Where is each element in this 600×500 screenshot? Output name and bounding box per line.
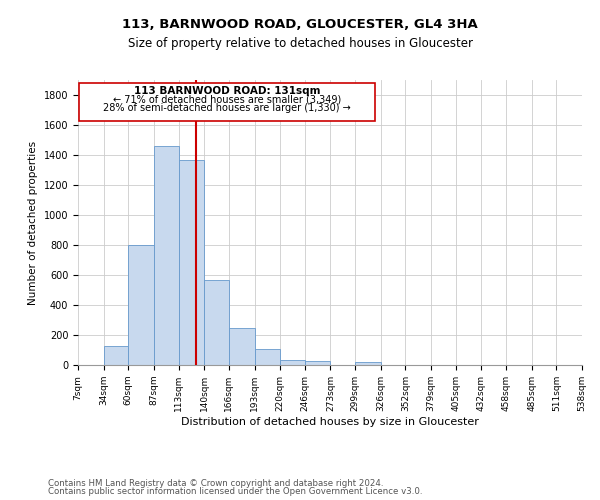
Bar — [104, 346, 128, 365]
Y-axis label: Number of detached properties: Number of detached properties — [28, 140, 38, 304]
Bar — [254, 349, 280, 365]
Bar — [229, 328, 254, 365]
Text: 28% of semi-detached houses are larger (1,330) →: 28% of semi-detached houses are larger (… — [103, 103, 351, 113]
Bar — [204, 280, 229, 365]
Bar — [179, 160, 204, 365]
Bar — [355, 362, 381, 365]
Bar — [305, 361, 331, 365]
Text: Contains public sector information licensed under the Open Government Licence v3: Contains public sector information licen… — [48, 487, 422, 496]
Text: Contains HM Land Registry data © Crown copyright and database right 2024.: Contains HM Land Registry data © Crown c… — [48, 478, 383, 488]
FancyBboxPatch shape — [79, 83, 375, 120]
Text: Size of property relative to detached houses in Gloucester: Size of property relative to detached ho… — [128, 38, 473, 51]
X-axis label: Distribution of detached houses by size in Gloucester: Distribution of detached houses by size … — [181, 416, 479, 426]
Text: 113 BARNWOOD ROAD: 131sqm: 113 BARNWOOD ROAD: 131sqm — [134, 86, 320, 96]
Bar — [154, 146, 179, 365]
Bar — [128, 245, 154, 365]
Text: ← 71% of detached houses are smaller (3,349): ← 71% of detached houses are smaller (3,… — [113, 94, 341, 104]
Text: 113, BARNWOOD ROAD, GLOUCESTER, GL4 3HA: 113, BARNWOOD ROAD, GLOUCESTER, GL4 3HA — [122, 18, 478, 30]
Bar — [280, 360, 305, 365]
